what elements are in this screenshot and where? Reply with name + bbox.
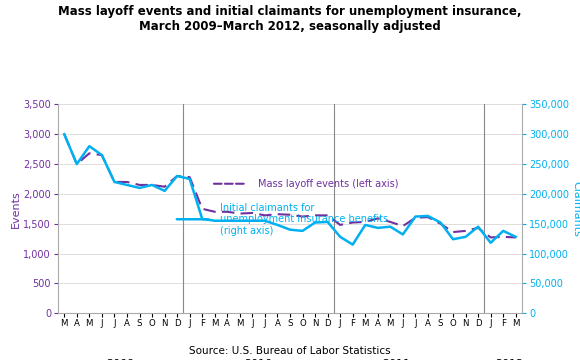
Text: 2012: 2012: [495, 359, 524, 360]
Y-axis label: Claimants: Claimants: [572, 181, 580, 237]
Text: 2011: 2011: [383, 359, 411, 360]
Text: Mass layoff events and initial claimants for unemployment insurance,
March 2009–: Mass layoff events and initial claimants…: [58, 5, 522, 33]
Text: Mass layoff events (left axis): Mass layoff events (left axis): [258, 179, 398, 189]
Text: 2010: 2010: [245, 359, 273, 360]
Text: 2009: 2009: [107, 359, 135, 360]
Y-axis label: Events: Events: [10, 190, 20, 228]
Text: Source: U.S. Bureau of Labor Statistics: Source: U.S. Bureau of Labor Statistics: [189, 346, 391, 356]
Text: Initial claimants for
unemployment insurance benefits
(right axis): Initial claimants for unemployment insur…: [220, 203, 389, 236]
